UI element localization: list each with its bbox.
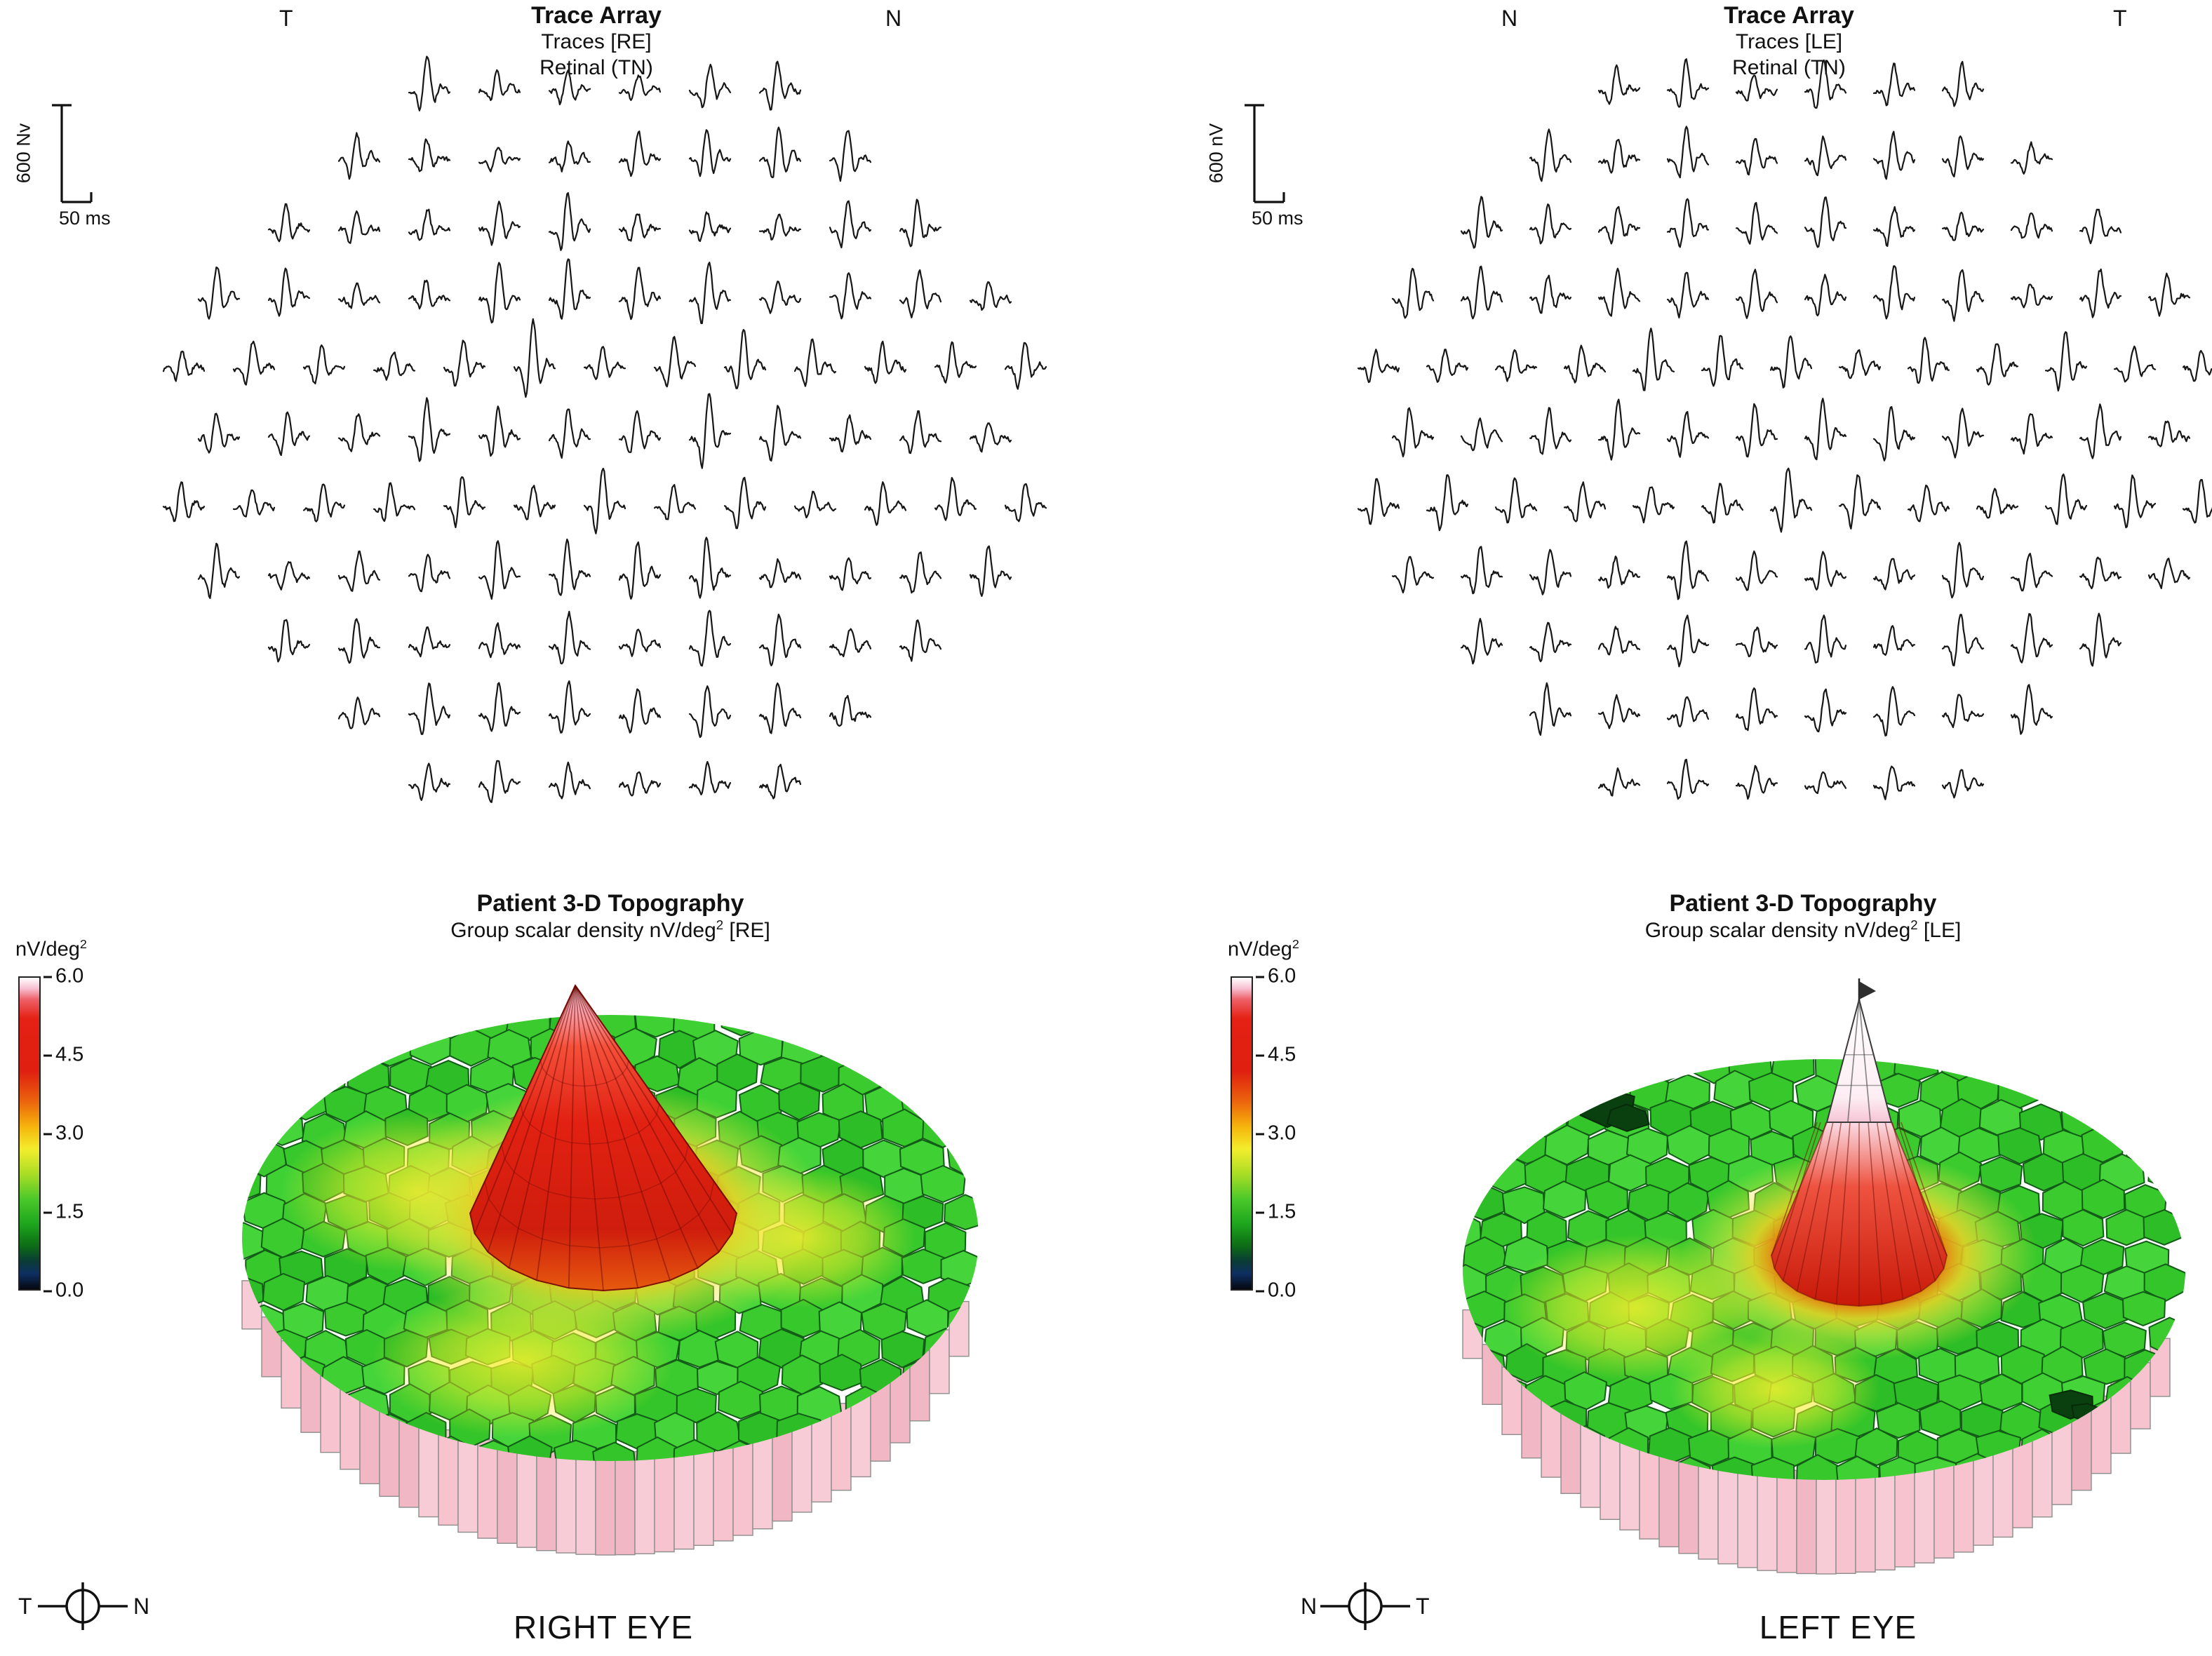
colorbar-gradient-le (1231, 976, 1253, 1291)
colorbar-re: 6.0 4.5 3.0 1.5 0.0 (18, 965, 130, 1302)
topo-title-re: Patient 3-D Topography (476, 890, 744, 917)
colorbar-tick-4-5: 4.5 (1256, 1044, 1296, 1067)
orientation-compass-re: T N (14, 1577, 161, 1636)
compass-right-label-re: N (133, 1594, 150, 1619)
colorbar-tick-3: 3.0 (1256, 1122, 1296, 1145)
orientation-compass-le: N T (1296, 1577, 1444, 1636)
eye-caption-re: RIGHT EYE (513, 1609, 694, 1645)
colorbar-tick-3: 3.0 (43, 1122, 83, 1145)
topo-title-block-le: Patient 3-D Topography Group scalar dens… (1452, 889, 2154, 944)
scale-bar-time-label-re: 50 ms (59, 208, 111, 229)
colorbar-tick-6: 6.0 (43, 965, 83, 988)
orientation-label-nasal-re: N (885, 6, 902, 31)
trace-array-plot-re (162, 55, 1047, 803)
colorbar-unit-label-re: nV/deg2 (15, 937, 87, 961)
eye-caption-le: LEFT EYE (1759, 1609, 1917, 1645)
compass-left-label-re: T (18, 1594, 32, 1619)
colorbar-tick-0: 0.0 (43, 1279, 83, 1302)
colorbar-tick-0: 0.0 (1256, 1279, 1296, 1302)
colorbar-le: 6.0 4.5 3.0 1.5 0.0 (1231, 965, 1343, 1302)
orientation-label-nasal-le: N (1501, 6, 1518, 31)
trace-array-subtitle1-le: Traces [LE] (1735, 30, 1843, 54)
topo-subtitle-le: Group scalar density nV/deg2 [LE] (1644, 917, 1962, 943)
topo-subtitle-re: Group scalar density nV/deg2 [RE] (450, 917, 770, 943)
scale-bar-time-label-le: 50 ms (1252, 208, 1303, 229)
colorbar-tick-4-5: 4.5 (43, 1044, 83, 1067)
topography-3d-plot-le (1462, 978, 2185, 1575)
trace-title-block-le: Trace Array Traces [LE] Retinal (TN) (1494, 1, 2084, 81)
colorbar-gradient-re (18, 976, 41, 1291)
colorbar-tick-1-5: 1.5 (1256, 1201, 1296, 1224)
orientation-label-temporal-le: T (2113, 6, 2127, 31)
trace-title-block-re: Trace Array Traces [RE] Retinal (TN) (302, 1, 891, 81)
trace-array-title-le: Trace Array (1724, 2, 1854, 29)
scale-bar-icon-re (52, 104, 93, 203)
trace-array-plot-le (1357, 58, 2212, 800)
superscript: 2 (716, 917, 724, 933)
scale-bar-icon-le (1245, 104, 1285, 203)
colorbar-tick-6: 6.0 (1256, 965, 1296, 988)
compass-icon (1320, 1582, 1410, 1630)
topography-3d-plot-re (241, 984, 979, 1556)
topo-title-block-re: Patient 3-D Topography Group scalar dens… (260, 889, 961, 944)
topo-title-le: Patient 3-D Topography (1669, 890, 1937, 917)
compass-left-label-le: N (1301, 1594, 1318, 1619)
compass-right-label-le: T (1416, 1594, 1430, 1619)
superscript: 2 (1910, 917, 1918, 933)
compass-icon (38, 1582, 128, 1630)
orientation-label-temporal-re: T (279, 6, 293, 31)
trace-array-title-re: Trace Array (531, 2, 662, 29)
trace-array-subtitle2-re: Retinal (TN) (539, 55, 653, 79)
colorbar-unit-label-le: nV/deg2 (1228, 937, 1299, 961)
colorbar-tick-1-5: 1.5 (43, 1201, 83, 1224)
trace-array-subtitle1-re: Traces [RE] (541, 30, 652, 54)
